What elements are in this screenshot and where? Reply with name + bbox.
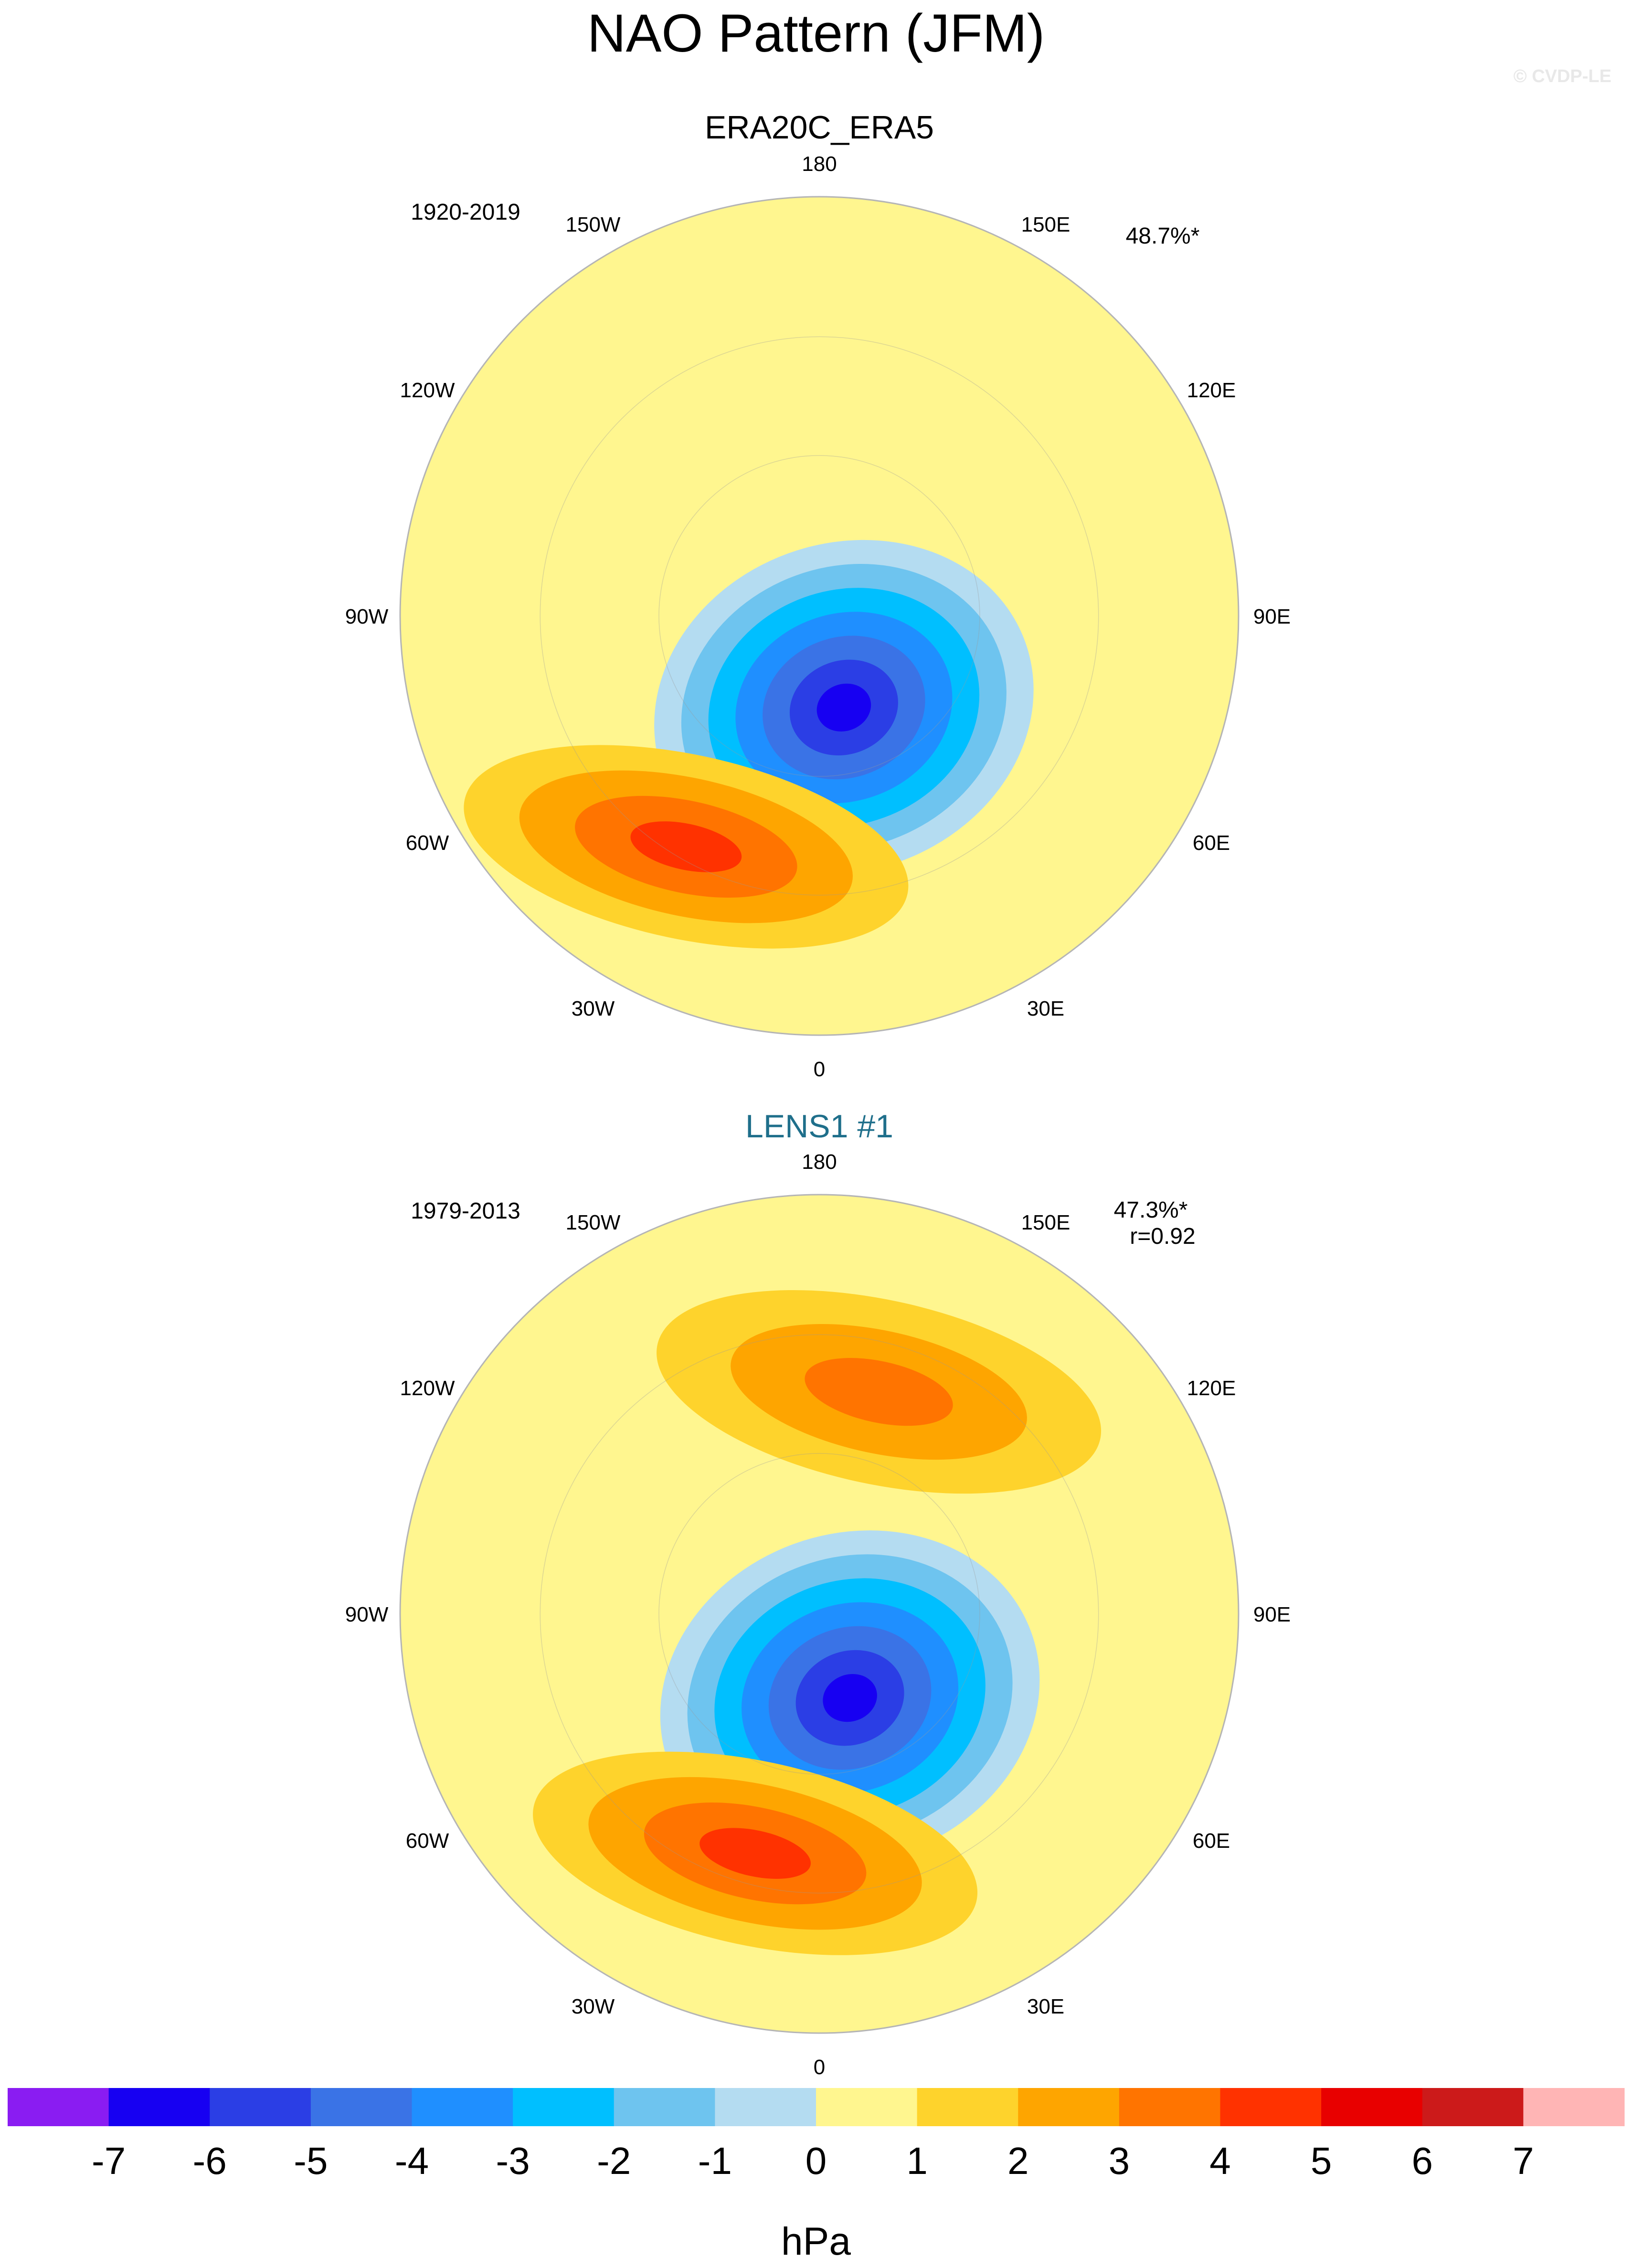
figure-title: NAO Pattern (JFM) [587,3,1045,63]
colorbar-tick-6: -1 [698,2140,732,2182]
colorbar-tick-labels: -7 -6 -5 -4 -3 -2 -1 0 1 2 3 4 5 6 7 [92,2140,1534,2182]
high-contour-2-3 [805,1358,953,1426]
panel-2-lon-labels: 180 150E 120E 90E 60E 30E 0 30W 60W 90W 120W 150W [345,1150,1291,2079]
lon-label-11: 150W [566,213,621,236]
lon-label-9: 90W [345,1603,389,1626]
colorbar-box-9 [917,2088,1018,2126]
colorbar-tick-7: 0 [805,2140,827,2182]
colorbar-tick-12: 5 [1311,2140,1332,2182]
colorbar-tick-3: -4 [395,2140,429,2182]
panel-2-variance: 47.3%* [1114,1198,1188,1223]
panel-2-period: 1979-2013 [411,1198,520,1224]
colorbar-tick-5: -2 [597,2140,631,2182]
lon-label-6: 0 [814,1058,825,1081]
panel-2-pattern-corr: r=0.92 [1130,1224,1195,1249]
lon-label-1: 150E [1021,1211,1070,1234]
panel-2-title: LENS1 #1 [745,1108,893,1145]
high-contour-1-4 [630,821,742,872]
lon-label-4: 60E [1193,831,1230,855]
panel-2: LENS1 #1 1979-2013 47.3%* r=0.92 180 150E… [345,1108,1291,2079]
lon-label-8: 60W [406,1829,449,1853]
colorbar-tick-4: -3 [496,2140,530,2182]
colorbar-tick-2: -5 [294,2140,328,2182]
low-contour-0-7 [816,683,871,731]
panel-2-map-border [399,1194,1240,2034]
colorbar-box-11 [1119,2088,1220,2126]
lon-label-5: 30E [1027,997,1064,1020]
lon-label-10: 120W [400,379,455,402]
colorbar-box-0 [8,2088,109,2126]
high-contour-1-4 [699,1828,811,1879]
panel-1-variance: 48.7%* [1126,223,1200,249]
lon-label-5: 30E [1027,1995,1064,2018]
lon-label-0: 180 [802,1150,837,1174]
colorbar-box-2 [210,2088,311,2126]
panel-2-map [400,1195,1239,2033]
latitude-circle-40 [540,336,1099,896]
lon-label-1: 150E [1021,213,1070,236]
lon-label-2: 120E [1187,1377,1236,1400]
colorbar-tick-13: 6 [1412,2140,1433,2182]
colorbar-box-8 [816,2088,918,2126]
colorbar-box-10 [1018,2088,1120,2126]
colorbar-tick-14: 7 [1513,2140,1534,2182]
panel-1-map-border [399,196,1240,1036]
panel-1-title: ERA20C_ERA5 [705,109,934,146]
colorbar-box-14 [1422,2088,1524,2126]
colorbar-box-12 [1220,2088,1322,2126]
colorbar-box-5 [513,2088,615,2126]
lon-label-0: 180 [802,152,837,176]
panel-1-period: 1920-2019 [411,200,520,225]
colorbar-box-1 [108,2088,210,2126]
lon-label-3: 90E [1253,1603,1291,1626]
lon-label-7: 30W [572,1995,615,2018]
panel-1-map [400,197,1239,1035]
lon-label-10: 120W [400,1377,455,1400]
lon-label-6: 0 [814,2056,825,2079]
lon-label-8: 60W [406,831,449,855]
colorbar-tick-8: 1 [906,2140,928,2182]
colorbar-tick-1: -6 [193,2140,227,2182]
lon-label-7: 30W [572,997,615,1020]
lon-label-2: 120E [1187,379,1236,402]
panel-1-lon-labels: 180 150E 120E 90E 60E 30E 0 30W 60W 90W 120W 150W [345,152,1291,1081]
colorbar-box-15 [1523,2088,1625,2126]
colorbar-boxes [8,2088,1625,2126]
colorbar-box-6 [614,2088,715,2126]
lon-label-3: 90E [1253,605,1291,628]
panel-1: ERA20C_ERA5 1920-2019 48.7%* 180 150E 120E… [345,109,1291,1081]
colorbar-box-4 [412,2088,513,2126]
latitude-circle-60 [658,1453,980,1775]
lon-label-9: 90W [345,605,389,628]
latitude-circle-40 [540,1334,1099,1894]
colorbar-tick-11: 4 [1209,2140,1231,2182]
lon-label-11: 150W [566,1211,621,1234]
colorbar: -7 -6 -5 -4 -3 -2 -1 0 1 2 3 4 5 6 7 hPa [8,2088,1625,2263]
colorbar-tick-0: -7 [92,2140,126,2182]
colorbar-label: hPa [781,2220,851,2263]
colorbar-box-13 [1321,2088,1423,2126]
low-contour-0-7 [823,1674,877,1722]
latitude-circle-60 [658,455,980,777]
colorbar-box-7 [715,2088,816,2126]
colorbar-tick-10: 3 [1109,2140,1130,2182]
colorbar-tick-9: 2 [1007,2140,1029,2182]
watermark: © CVDP-LE [1514,66,1611,86]
colorbar-box-3 [310,2088,412,2126]
lon-label-4: 60E [1193,1829,1230,1853]
